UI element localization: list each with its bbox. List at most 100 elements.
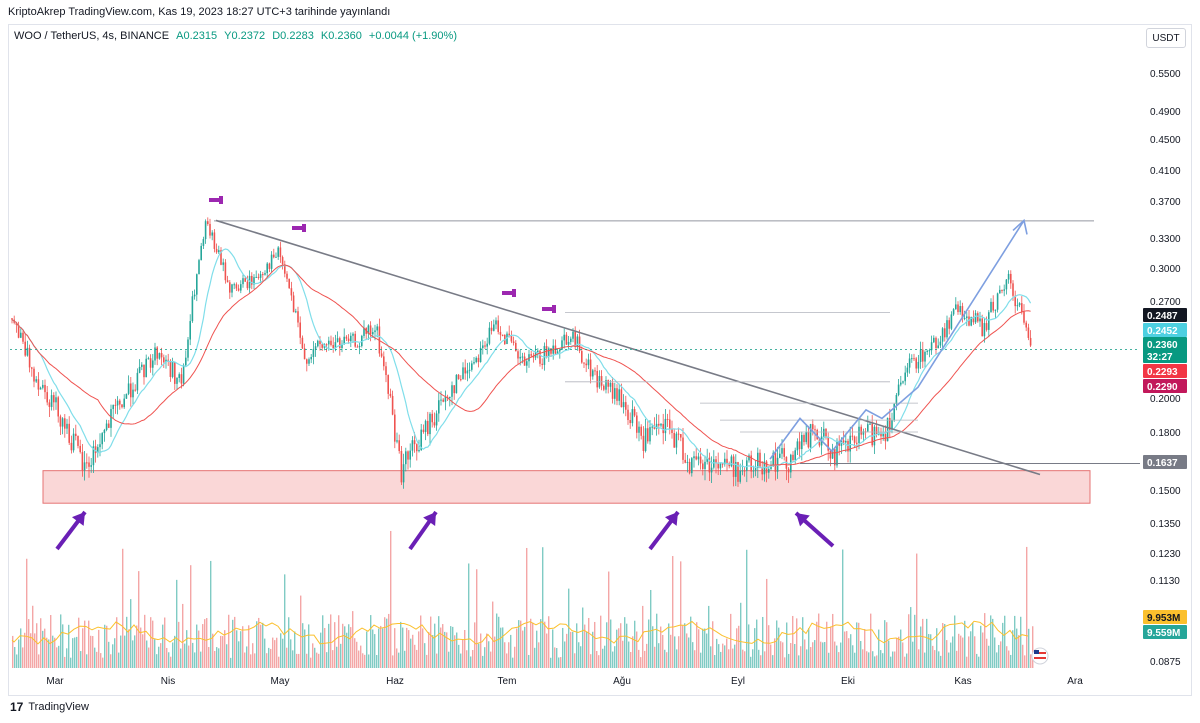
candle-body	[519, 356, 521, 359]
candle-body	[664, 418, 667, 434]
volume-bar	[658, 643, 660, 668]
volume-bar	[710, 646, 712, 668]
candle-body	[818, 439, 821, 446]
price-tag-label: 32:27	[1147, 352, 1173, 363]
candle-body	[105, 423, 108, 430]
volume-bar	[392, 655, 394, 668]
volume-bar	[1004, 615, 1006, 668]
tradingview-logo-icon: 17	[10, 700, 24, 714]
candle-body	[957, 304, 959, 313]
volume-bar	[626, 623, 628, 668]
volume-bar	[926, 618, 928, 668]
candle-body	[581, 351, 583, 363]
candle-body	[255, 276, 257, 278]
volume-bar	[862, 649, 864, 668]
volume-bar	[110, 654, 112, 668]
candle-body	[543, 346, 546, 365]
volume-bar	[900, 629, 902, 668]
volume-bar	[628, 641, 630, 668]
candle-body	[138, 366, 141, 373]
volume-bar	[776, 620, 778, 668]
volume-bar	[344, 626, 346, 668]
volume-bar	[622, 640, 624, 668]
candle-body	[299, 322, 301, 338]
volume-bar	[642, 605, 644, 668]
candle-body	[290, 288, 293, 296]
candle-body	[911, 358, 913, 360]
candle-body	[941, 328, 944, 342]
volume-bar	[792, 615, 794, 668]
volume-bar	[466, 650, 468, 668]
volume-bar	[146, 640, 148, 668]
candle-body	[35, 379, 37, 382]
candle-body	[266, 263, 268, 274]
volume-bar	[230, 657, 232, 668]
volume-bar	[382, 628, 384, 668]
volume-bar	[380, 625, 382, 668]
candle-body	[416, 444, 418, 452]
candle-body	[319, 340, 321, 345]
chart-frame[interactable]	[8, 24, 1192, 696]
candle-body	[61, 418, 64, 427]
candle-body	[572, 331, 574, 339]
volume-bar	[718, 644, 720, 668]
symbol-name[interactable]: WOO / TetherUS, 4s, BINANCE	[14, 30, 170, 42]
candle-body	[286, 273, 288, 279]
candle-body	[427, 420, 429, 435]
candle-body	[842, 440, 845, 443]
candle-body	[616, 388, 618, 401]
volume-bar	[34, 633, 36, 668]
volume-bar	[604, 645, 606, 668]
candle-body	[1010, 273, 1012, 284]
volume-bar	[296, 653, 298, 668]
volume-bar	[982, 632, 984, 668]
candle-body	[640, 426, 642, 436]
volume-bar	[350, 627, 352, 668]
volume-bar	[422, 628, 424, 668]
candle-body	[772, 452, 774, 467]
candle-body	[385, 366, 387, 376]
volume-bar	[832, 613, 834, 668]
candle-body	[523, 356, 526, 366]
volume-bar	[324, 628, 326, 668]
candle-body	[363, 327, 365, 336]
candle-body	[688, 461, 691, 474]
volume-bar	[1032, 626, 1034, 668]
candle-body	[262, 274, 264, 276]
volume-bar	[436, 653, 438, 668]
candle-body	[790, 454, 792, 473]
volume-bar	[600, 615, 602, 668]
volume-bar	[516, 628, 518, 668]
volume-bar	[636, 631, 638, 668]
candle-body	[242, 278, 244, 285]
candle-body	[347, 338, 350, 342]
volume-bar	[286, 647, 288, 668]
volume-bar	[822, 642, 824, 668]
candle-body	[600, 376, 603, 386]
currency-button[interactable]: USDT	[1146, 28, 1186, 48]
candle-body	[127, 383, 130, 394]
candle-body	[352, 333, 354, 336]
candle-body	[576, 336, 579, 348]
volume-bar	[242, 626, 244, 668]
candle-body	[924, 351, 926, 362]
volume-bar	[22, 647, 24, 668]
volume-bar	[40, 618, 42, 668]
candle-body	[70, 442, 73, 451]
candle-body	[968, 316, 970, 326]
candle-body	[55, 397, 57, 403]
volume-bar	[424, 643, 426, 668]
volume-bar	[180, 648, 182, 668]
volume-bar	[370, 615, 372, 668]
candle-body	[378, 326, 381, 354]
candle-body	[974, 313, 977, 323]
candle-body	[515, 342, 517, 352]
volume-bar	[716, 638, 718, 668]
arrow-head	[423, 512, 436, 526]
volume-bar	[136, 625, 138, 668]
volume-bar	[52, 635, 54, 668]
volume-bar	[564, 641, 566, 668]
volume-bar	[782, 642, 784, 668]
candle-body	[950, 314, 953, 329]
